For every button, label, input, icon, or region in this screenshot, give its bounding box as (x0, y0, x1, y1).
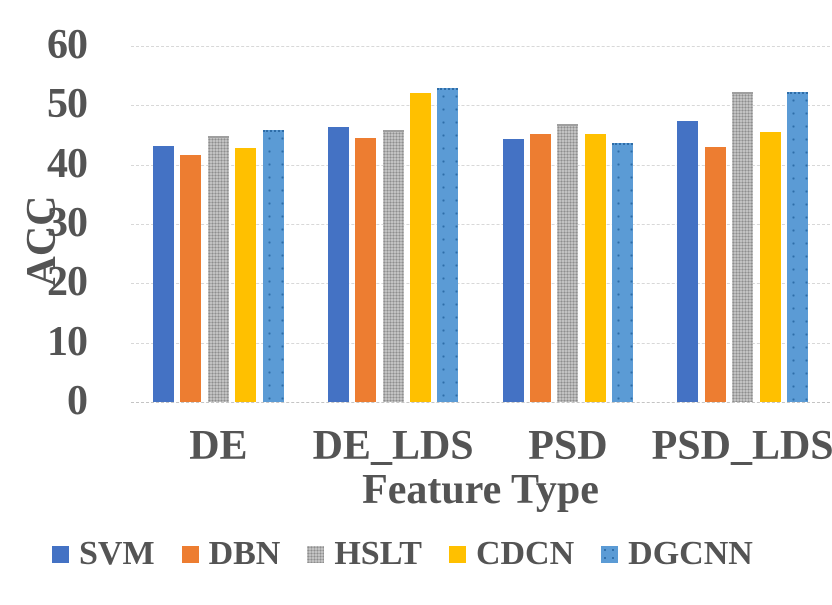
bar-dbn-de (180, 155, 202, 402)
y-tick-label-30: 30 (47, 200, 88, 246)
legend-marker-svm-icon (52, 545, 69, 563)
y-tick-label-50: 50 (47, 81, 88, 128)
x-category-label-de_lds: DE_LDS (312, 423, 474, 469)
bar-dbn-de_lds (355, 137, 377, 402)
legend-item-cdcn: CDCN (448, 534, 575, 574)
legend-label-dgcnn: DGCNN (628, 535, 753, 572)
gridline-50 (131, 105, 830, 107)
legend-label-svm: SVM (79, 535, 155, 572)
bar-svm-psd (502, 139, 524, 402)
legend-marker-hslt-icon (307, 545, 325, 563)
legend: SVM DBN HSLT CDCN DGCNN (52, 534, 753, 574)
y-tick-label-20: 20 (47, 259, 88, 306)
bar-svm-psd_lds (677, 120, 699, 402)
y-tick-label-0: 0 (67, 378, 88, 424)
bar-dgcnn-psd_lds (786, 92, 808, 402)
bar-cdcn-de_lds (410, 93, 432, 402)
x-category-label-psd: PSD (528, 423, 608, 469)
bar-dgcnn-de_lds (437, 87, 459, 402)
gridline-40 (131, 164, 830, 166)
bar-hslt-de_lds (382, 130, 404, 402)
gridline-10 (131, 342, 830, 344)
legend-marker-dgcnn-icon (601, 545, 619, 563)
x-axis-title: Feature Type (362, 467, 599, 513)
bar-cdcn-psd (584, 133, 606, 402)
x-category-label-de: DE (189, 423, 248, 469)
bar-hslt-psd_lds (732, 92, 754, 402)
gridline-0 (131, 402, 830, 403)
bar-svm-de_lds (327, 127, 349, 402)
legend-item-svm: SVM (52, 534, 155, 574)
legend-item-dbn: DBN (181, 534, 281, 574)
legend-item-hslt: HSLT (307, 534, 422, 574)
bar-dbn-psd_lds (704, 147, 726, 402)
plot-area (131, 46, 830, 403)
bar-hslt-de (207, 136, 229, 402)
legend-label-hslt: HSLT (334, 535, 422, 572)
gridline-20 (131, 283, 830, 285)
y-tick-label-40: 40 (47, 140, 88, 187)
bar-cdcn-psd_lds (759, 132, 781, 402)
bar-dgcnn-psd (612, 142, 634, 402)
legend-marker-cdcn-icon (448, 545, 466, 563)
legend-label-dbn: DBN (208, 535, 281, 572)
legend-item-dgcnn: DGCNN (601, 534, 753, 574)
y-tick-label-60: 60 (47, 22, 88, 68)
legend-label-cdcn: CDCN (475, 535, 575, 572)
bar-svm-de (153, 146, 175, 402)
gridline-30 (131, 224, 830, 225)
bar-cdcn-de (235, 148, 257, 402)
bar-dbn-psd (529, 133, 551, 402)
y-tick-label-10: 10 (47, 318, 88, 365)
x-category-label-psd_lds: PSD_LDS (651, 423, 832, 469)
legend-marker-dbn-icon (181, 545, 199, 563)
gridline-60 (131, 46, 830, 47)
bar-hslt-psd (557, 123, 579, 402)
bar-dgcnn-de (262, 129, 284, 402)
